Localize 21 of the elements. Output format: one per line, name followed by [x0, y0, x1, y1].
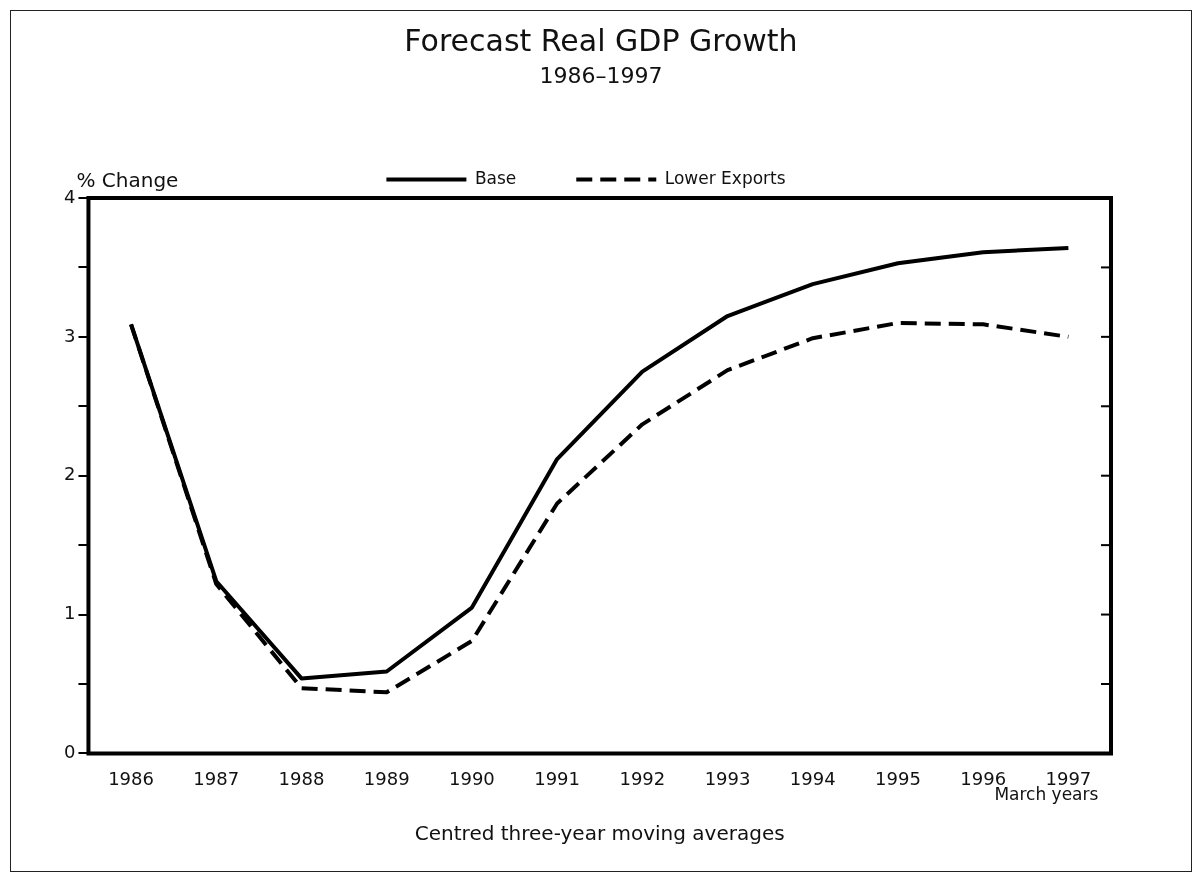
- legend-label: Lower Exports: [664, 167, 786, 188]
- chart-title: Forecast Real GDP Growth: [403, 23, 799, 58]
- x-tick-label: 1992: [619, 767, 666, 789]
- x-axis-title: Centred three-year moving averages: [414, 821, 785, 846]
- y-tick-label: 2: [64, 463, 76, 485]
- chart-subtitle: 1986–1997: [538, 63, 664, 88]
- legend-label: Base: [474, 167, 517, 188]
- x-tick-label: 1986: [108, 767, 154, 789]
- y-axis-title: % Change: [76, 168, 179, 193]
- y-tick-label: 3: [64, 324, 76, 346]
- x-tick-label: 1993: [704, 767, 751, 789]
- y-tick-label: 0: [64, 741, 76, 763]
- x-tick-label: 1995: [875, 767, 921, 789]
- y-tick-label: 4: [64, 185, 76, 207]
- x-tick-label: 1990: [449, 767, 495, 789]
- y-tick-label: 1: [64, 602, 76, 624]
- x-tick-label: 1987: [193, 767, 240, 789]
- x-tick-label: 1991: [534, 767, 581, 789]
- x-tick-label: 1994: [789, 767, 836, 789]
- x-tick-label: 1988: [278, 767, 325, 789]
- x-tick-label: 1989: [363, 767, 410, 789]
